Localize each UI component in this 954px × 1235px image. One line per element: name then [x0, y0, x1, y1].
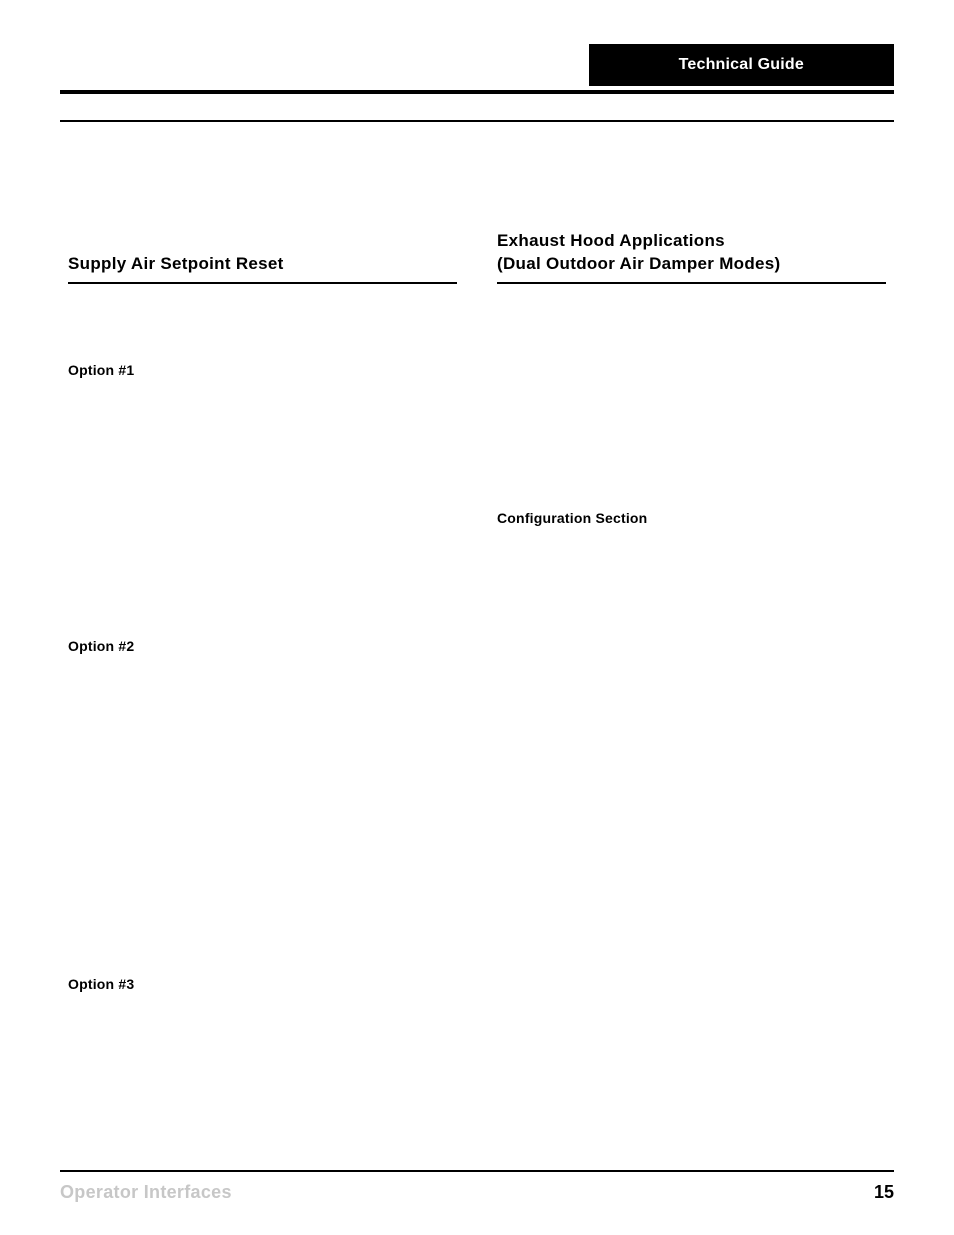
header-tab: Technical Guide [589, 44, 894, 86]
page: Technical Guide Supply Air Setpoint Rese… [0, 0, 954, 1235]
footer-left-text: Operator Interfaces [60, 1182, 232, 1203]
left-column: Supply Air Setpoint Reset Option #1 Opti… [68, 228, 457, 992]
left-section-title-block: Supply Air Setpoint Reset [68, 228, 457, 284]
option-3-label: Option #3 [68, 976, 457, 992]
right-section-title-line2: (Dual Outdoor Air Damper Modes) [497, 254, 781, 273]
content-columns: Supply Air Setpoint Reset Option #1 Opti… [60, 228, 894, 992]
page-number: 15 [874, 1182, 894, 1203]
option-1-label: Option #1 [68, 362, 457, 378]
right-section-title: Exhaust Hood Applications (Dual Outdoor … [497, 230, 886, 284]
option-2-label: Option #2 [68, 638, 457, 654]
header-row: Technical Guide [60, 44, 894, 86]
footer: Operator Interfaces 15 [60, 1170, 894, 1203]
left-section-title: Supply Air Setpoint Reset [68, 253, 457, 284]
footer-row: Operator Interfaces 15 [60, 1182, 894, 1203]
right-section-title-line1: Exhaust Hood Applications [497, 231, 725, 250]
footer-rule [60, 1170, 894, 1172]
header-rule-thick [60, 90, 894, 94]
right-column: Exhaust Hood Applications (Dual Outdoor … [497, 228, 886, 992]
header-rule-thin [60, 120, 894, 122]
right-section-title-block: Exhaust Hood Applications (Dual Outdoor … [497, 228, 886, 284]
configuration-section-label: Configuration Section [497, 510, 886, 526]
